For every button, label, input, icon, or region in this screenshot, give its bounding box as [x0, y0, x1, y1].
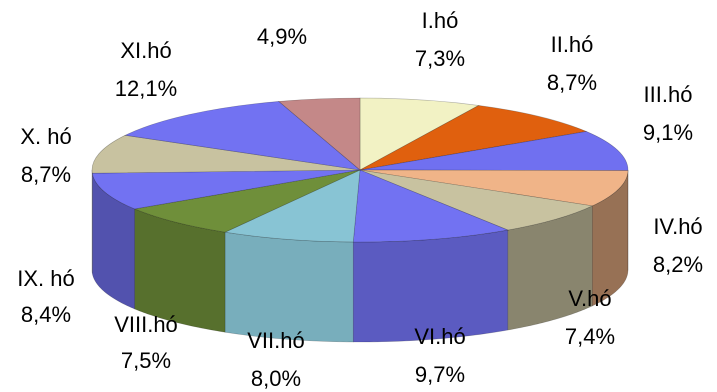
pie-side-vii-h: [224, 231, 354, 343]
slice-name-v-h: V.hó: [568, 286, 611, 311]
pie-slice-ix-h: [91, 169, 361, 210]
pie-top-faces: [91, 97, 629, 243]
slice-percent-vi-h: 9,7%: [415, 362, 465, 387]
slice-name-viii-h: VIII.hó: [114, 312, 178, 337]
slice-name-vi-h: VI.hó: [414, 324, 465, 349]
slice-percent-slice-12: 4,9%: [257, 24, 307, 49]
pie-slice-v-h: [359, 169, 594, 231]
pie-slice-vi-h: [352, 169, 509, 243]
slice-percent-xi-h: 12,1%: [115, 76, 177, 101]
slice-name-ix-h: IX. hó: [17, 266, 74, 291]
pie-slice-viii-h: [133, 169, 361, 233]
slice-name-x-h: X. hó: [20, 124, 71, 149]
slice-percent-i-h: 7,3%: [415, 46, 465, 71]
pie-slice-iv-h: [359, 169, 629, 207]
pie-slice-i-h: [359, 97, 480, 171]
pie-slice-x-h: [91, 134, 361, 174]
slice-name-iv-h: IV.hó: [653, 214, 702, 239]
slice-percent-ii-h: 8,7%: [547, 70, 597, 95]
slice-percent-iii-h: 9,1%: [643, 120, 693, 145]
slice-percent-vii-h: 8,0%: [251, 366, 301, 391]
slice-labels: I.hó 7,3% II.hó 8,7% III.hó 9,1% IV.hó 8,2% V.hó…: [17, 8, 703, 391]
pie-slice-vii-h: [224, 169, 361, 243]
pie-slice-ii-h: [359, 105, 588, 171]
slice-percent-v-h: 7,4%: [565, 324, 615, 349]
slice-percent-iv-h: 8,2%: [653, 252, 703, 277]
slice-percent-viii-h: 7,5%: [121, 348, 171, 373]
pie-slice-iii-h: [359, 131, 629, 171]
slice-name-ii-h: II.hó: [551, 32, 594, 57]
slice-percent-x-h: 8,7%: [21, 162, 71, 187]
pie-slice-xi-h: [124, 101, 361, 171]
slice-name-i-h: I.hó: [422, 8, 459, 33]
slice-name-xi-h: XI.hó: [120, 38, 171, 63]
slice-name-vii-h: VII.hó: [247, 328, 304, 353]
slice-percent-ix-h: 8,4%: [21, 302, 71, 327]
pie-slice-slice-12: [278, 97, 361, 171]
slice-name-iii-h: III.hó: [644, 82, 693, 107]
